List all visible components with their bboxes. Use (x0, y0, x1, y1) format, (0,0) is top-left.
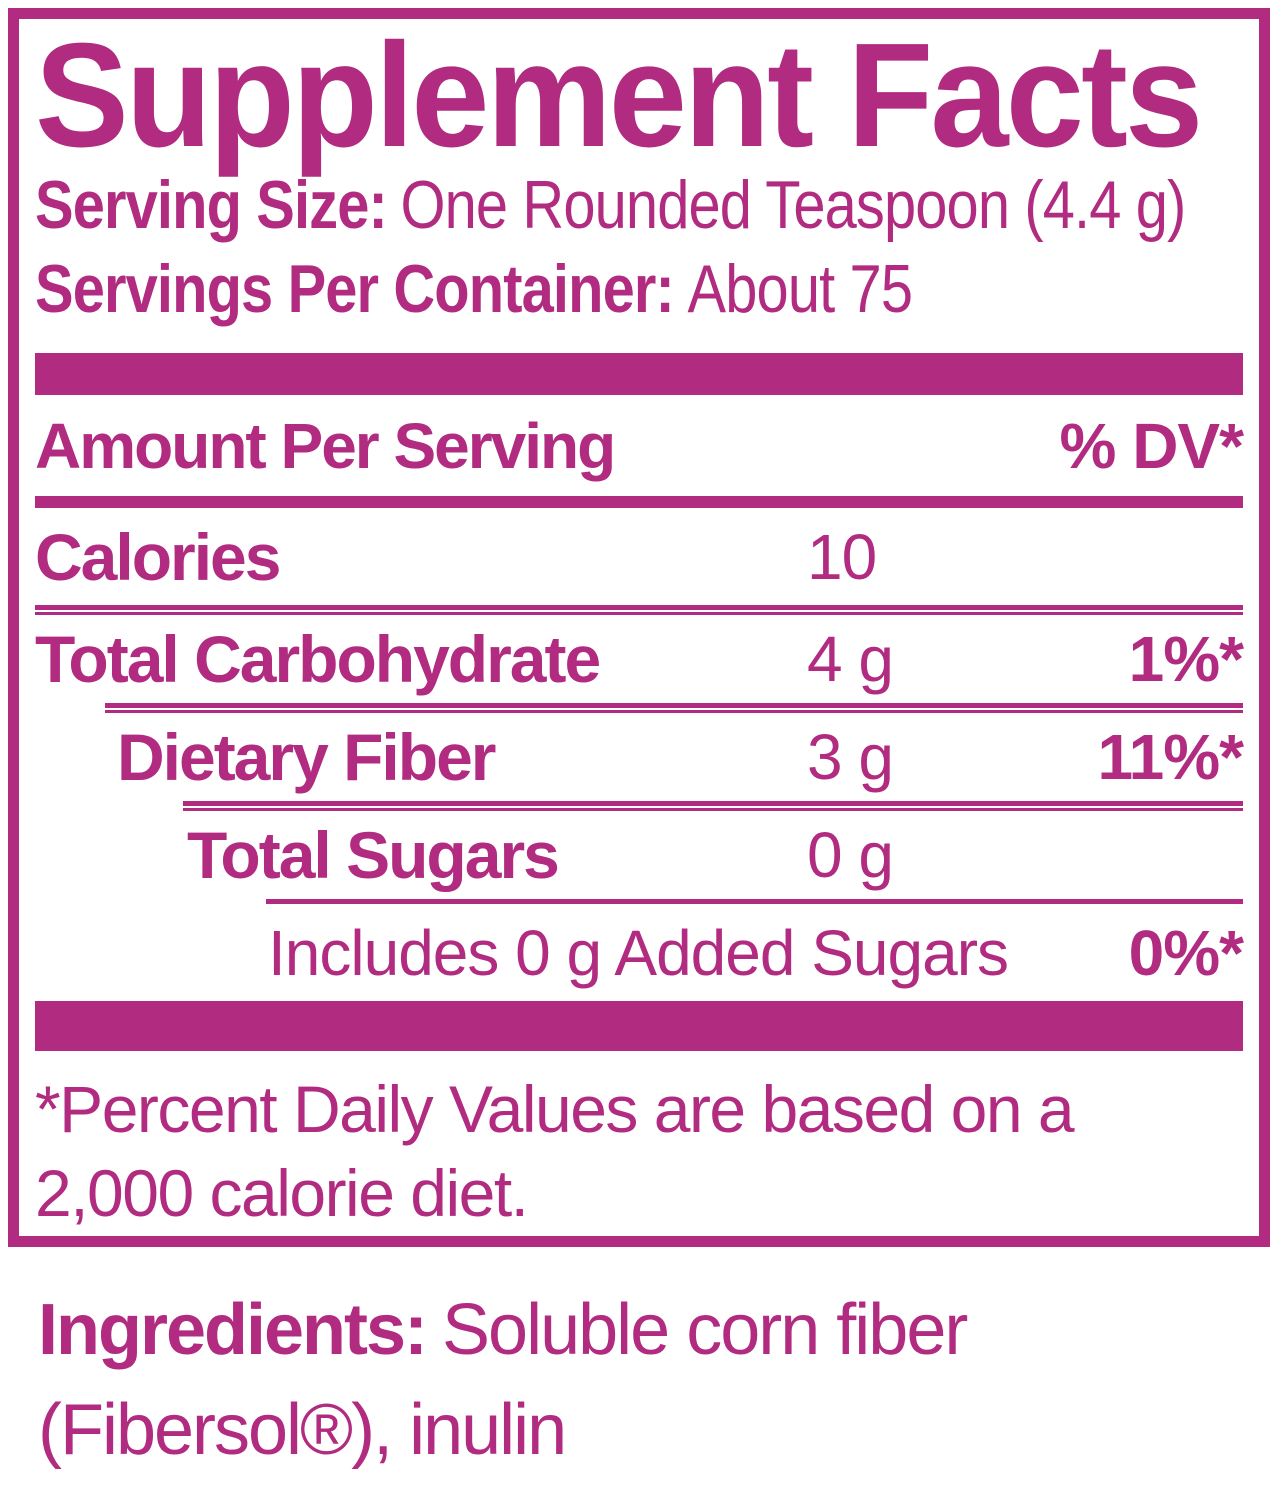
page-title: Supplement Facts (35, 13, 1203, 178)
nutrient-name: Total Sugars (187, 818, 560, 892)
nutrient-name: Calories (35, 519, 281, 594)
separator-bar-top (35, 353, 1243, 395)
amount-per-serving-header: Amount Per Serving (35, 409, 616, 482)
serving-size-label: Serving Size: (35, 167, 388, 243)
nutrient-amount: 3 g (807, 721, 894, 793)
ingredients-value-line-1: Soluble corn fiber (442, 1290, 968, 1370)
servings-per-container-label: Servings Per Container: (35, 251, 675, 327)
divider-double (35, 605, 1243, 615)
row-total-sugars: Total Sugars 0 g (35, 811, 1243, 899)
nutrient-amount: 4 g (807, 623, 894, 695)
ingredients-value-line-2: (Fibersol®), inulin (38, 1390, 567, 1470)
percent-dv-header: % DV* (1059, 409, 1244, 482)
footnote-line-1: *Percent Daily Values are based on a (35, 1072, 1075, 1146)
ingredients-section: Ingredients: Soluble corn fiber (Fibersol… (38, 1280, 1248, 1480)
servings-per-container-line: Servings Per Container: About 75 (35, 247, 1062, 331)
servings-per-container-value: About 75 (687, 251, 913, 327)
nutrient-amount: 0 g (807, 819, 894, 891)
facts-box: Supplement Facts Serving Size: One Rounde… (8, 8, 1270, 1247)
divider-double (183, 801, 1243, 811)
row-dietary-fiber: Dietary Fiber 3 g 11%* (35, 713, 1244, 801)
daily-value-footnote: *Percent Daily Values are based on a 2,0… (35, 1067, 1243, 1235)
nutrient-dv: 1%* (1128, 623, 1244, 695)
serving-size-value: One Rounded Teaspoon (4.4 g) (400, 167, 1187, 243)
row-added-sugars: Includes 0 g Added Sugars 0%* (35, 904, 1244, 1001)
nutrient-dv: 0%* (1128, 916, 1244, 989)
nutrient-name: Includes 0 g Added Sugars (268, 916, 1009, 989)
table-header-row: Amount Per Serving % DV* (35, 395, 1244, 496)
nutrient-name: Total Carbohydrate (35, 622, 601, 696)
row-calories: Calories 10 (35, 508, 1243, 605)
divider-thick (35, 496, 1243, 508)
ingredients-label: Ingredients: (38, 1290, 428, 1370)
serving-size-line: Serving Size: One Rounded Teaspoon (4.4 g… (35, 163, 1186, 247)
footnote-line-2: 2,000 calorie diet. (35, 1156, 529, 1230)
nutrient-amount: 10 (807, 520, 877, 593)
divider-single (266, 899, 1243, 904)
row-total-carbohydrate: Total Carbohydrate 4 g 1%* (35, 615, 1244, 703)
nutrient-dv: 11%* (1097, 721, 1244, 793)
nutrient-name: Dietary Fiber (117, 720, 496, 794)
divider-double (105, 703, 1243, 713)
separator-bar-bottom (35, 1001, 1243, 1051)
